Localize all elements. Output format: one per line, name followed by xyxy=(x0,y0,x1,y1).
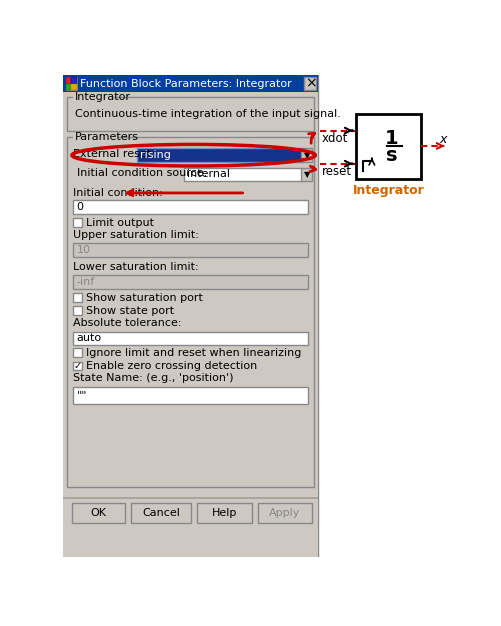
Text: xdot: xdot xyxy=(322,131,348,145)
Bar xyxy=(131,503,191,523)
Text: ▼: ▼ xyxy=(304,151,310,160)
Bar xyxy=(74,200,308,213)
Bar xyxy=(183,168,303,182)
Bar xyxy=(197,503,252,523)
Text: State Name: (e.g., 'position'): State Name: (e.g., 'position') xyxy=(74,374,234,384)
Text: Enable zero crossing detection: Enable zero crossing detection xyxy=(86,361,257,371)
Text: Cancel: Cancel xyxy=(142,508,180,518)
Bar xyxy=(66,84,71,90)
Text: External reset:: External reset: xyxy=(74,148,155,158)
Text: ×: × xyxy=(305,76,317,91)
Text: Show state port: Show state port xyxy=(86,305,174,316)
Bar xyxy=(63,497,318,499)
Bar xyxy=(74,93,114,101)
Text: Integrator: Integrator xyxy=(75,93,131,103)
Bar xyxy=(74,218,82,227)
Bar xyxy=(74,349,82,357)
Bar xyxy=(74,362,82,370)
Text: Lower saturation limit:: Lower saturation limit: xyxy=(74,262,199,272)
Bar xyxy=(74,275,308,289)
Text: Show saturation port: Show saturation port xyxy=(86,292,203,302)
Text: auto: auto xyxy=(77,334,102,344)
Text: Initial condition:: Initial condition: xyxy=(74,188,163,198)
Bar xyxy=(63,92,318,557)
Bar xyxy=(305,78,316,90)
Bar xyxy=(63,75,318,92)
Bar xyxy=(74,306,82,315)
Text: Continuous-time integration of the input signal.: Continuous-time integration of the input… xyxy=(75,109,341,118)
Bar xyxy=(67,96,314,131)
Bar xyxy=(301,148,312,162)
Bar xyxy=(71,84,77,90)
Bar xyxy=(301,168,312,182)
Bar xyxy=(67,136,314,487)
Text: Limit output: Limit output xyxy=(86,218,154,228)
Text: 1: 1 xyxy=(385,129,398,148)
Text: Apply: Apply xyxy=(270,508,301,518)
Text: internal: internal xyxy=(187,170,229,180)
Text: 0: 0 xyxy=(77,202,84,212)
Text: "": "" xyxy=(77,391,87,401)
Text: x: x xyxy=(439,133,447,146)
Text: Upper saturation limit:: Upper saturation limit: xyxy=(74,230,199,240)
Text: -inf: -inf xyxy=(77,277,95,287)
Text: 10: 10 xyxy=(77,245,91,255)
Text: ▼: ▼ xyxy=(304,170,310,179)
Text: ✓: ✓ xyxy=(74,361,82,371)
Text: Parameters: Parameters xyxy=(75,133,139,143)
Bar xyxy=(71,78,77,84)
Text: Initial condition source:: Initial condition source: xyxy=(77,168,207,178)
Bar xyxy=(66,78,77,90)
Bar xyxy=(66,78,71,84)
Text: Help: Help xyxy=(212,508,237,518)
Bar xyxy=(72,503,125,523)
Text: rising: rising xyxy=(140,150,171,160)
Bar xyxy=(318,75,451,557)
Bar xyxy=(137,148,303,162)
Text: reset: reset xyxy=(322,165,352,178)
Bar xyxy=(356,114,421,179)
Bar xyxy=(74,387,308,404)
Text: OK: OK xyxy=(90,508,106,518)
Bar xyxy=(74,332,308,346)
Text: s: s xyxy=(386,146,397,165)
Text: Ignore limit and reset when linearizing: Ignore limit and reset when linearizing xyxy=(86,348,301,358)
Bar xyxy=(74,293,82,302)
Bar xyxy=(258,503,312,523)
Text: Function Block Parameters: Integrator: Function Block Parameters: Integrator xyxy=(80,80,292,90)
Text: Absolute tolerance:: Absolute tolerance: xyxy=(74,318,182,328)
Bar xyxy=(74,133,118,141)
Bar xyxy=(74,243,308,257)
Text: Integrator: Integrator xyxy=(353,184,424,197)
